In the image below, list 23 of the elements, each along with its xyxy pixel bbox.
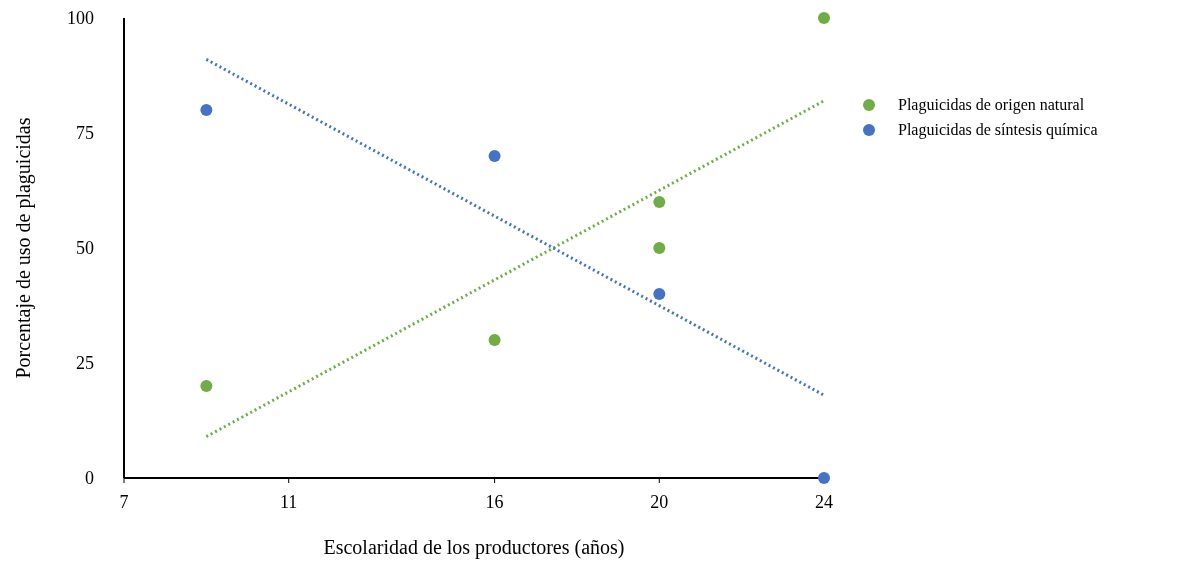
point <box>200 380 213 392</box>
point <box>818 12 830 24</box>
point <box>653 196 666 208</box>
legend-label: Plaguicidas de origen natural <box>898 96 1085 114</box>
x-tick-label: 20 <box>650 492 669 512</box>
point <box>653 242 666 254</box>
x-tick-label: 24 <box>815 492 833 512</box>
point <box>818 472 830 484</box>
y-tick-label: 100 <box>67 8 94 28</box>
x-tick-label: 16 <box>485 492 504 512</box>
point <box>200 104 213 116</box>
point <box>653 288 666 300</box>
legend-label: Plaguicidas de síntesis química <box>898 121 1098 139</box>
x-axis-title: Escolaridad de los productores (años) <box>323 536 625 559</box>
point <box>488 150 501 162</box>
point <box>488 334 501 346</box>
y-tick-label: 50 <box>76 238 94 258</box>
y-tick-label: 25 <box>76 353 94 373</box>
x-tick-label: 11 <box>280 492 298 512</box>
x-tick-label: 7 <box>119 492 129 512</box>
y-axis-title: Porcentaje de uso de plaguicidas <box>12 117 35 379</box>
y-tick-label: 75 <box>76 123 94 143</box>
y-tick-label: 0 <box>85 468 94 488</box>
